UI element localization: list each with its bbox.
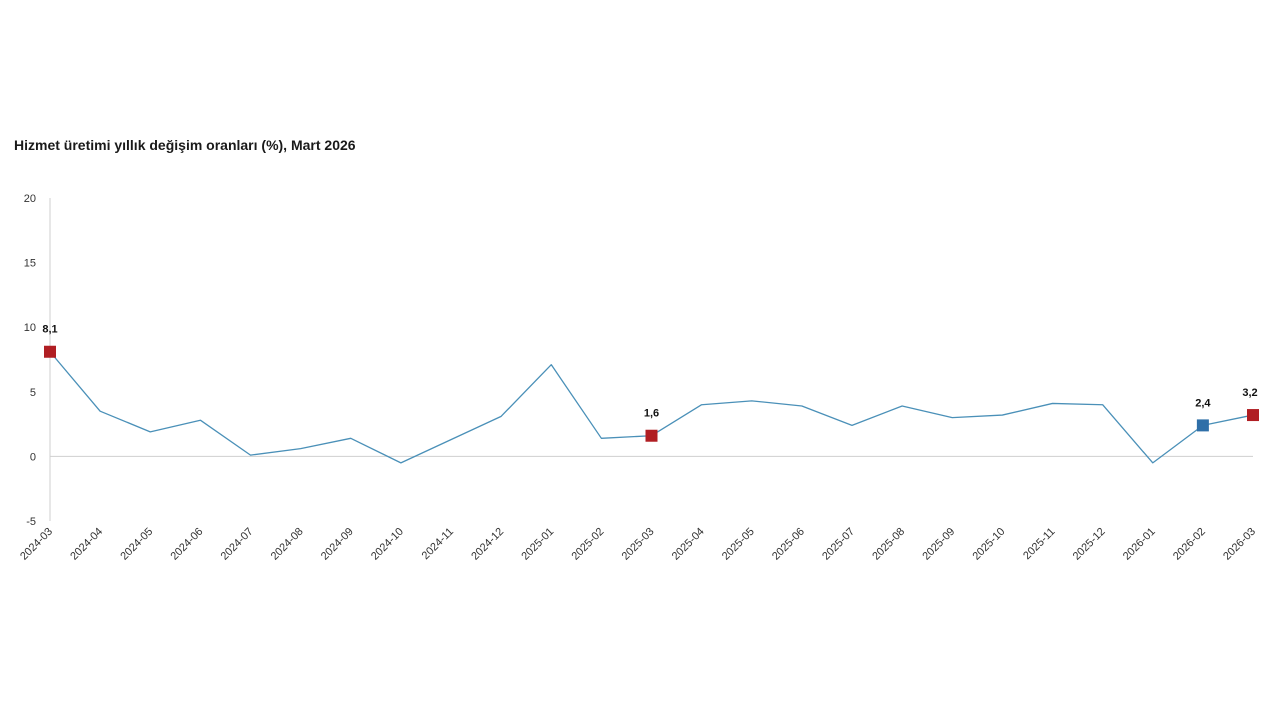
data-label: 1,6 xyxy=(644,408,659,420)
y-tick-label: 0 xyxy=(30,451,36,463)
x-tick-label: 2024-03 xyxy=(18,526,55,563)
x-tick-label: 2026-01 xyxy=(1121,526,1158,563)
data-label: 8,1 xyxy=(42,324,57,336)
y-tick-label: 15 xyxy=(24,258,36,270)
x-tick-label: 2025-09 xyxy=(920,526,957,563)
x-tick-label: 2025-05 xyxy=(720,526,757,563)
x-tick-label: 2025-01 xyxy=(519,526,556,563)
data-label: 3,2 xyxy=(1242,387,1257,399)
highlight-marker xyxy=(1196,419,1209,432)
x-tick-label: 2026-02 xyxy=(1171,526,1208,563)
x-tick-label: 2025-10 xyxy=(970,526,1007,563)
x-tick-label: 2024-09 xyxy=(319,526,356,563)
highlight-marker xyxy=(1247,409,1259,422)
x-tick-label: 2024-06 xyxy=(168,526,205,563)
chart-axes xyxy=(49,198,1253,521)
x-tick-label: 2025-02 xyxy=(569,526,606,563)
y-axis-ticks: 20 15 10 5 0 -5 xyxy=(24,193,36,528)
x-tick-label: 2024-11 xyxy=(420,526,456,562)
x-tick-label: 2025-07 xyxy=(820,526,857,563)
x-tick-label: 2024-10 xyxy=(369,526,406,563)
y-tick-label: -5 xyxy=(26,516,36,528)
y-tick-label: 20 xyxy=(24,193,36,205)
x-tick-label: 2024-12 xyxy=(469,526,506,563)
x-tick-label: 2025-06 xyxy=(770,526,807,563)
x-tick-label: 2024-05 xyxy=(118,526,155,563)
data-label: 2,4 xyxy=(1195,397,1211,409)
chart-title: Hizmet üretimi yıllık değişim oranları (… xyxy=(14,137,356,153)
x-tick-label: 2025-03 xyxy=(620,526,657,563)
x-tick-label: 2024-04 xyxy=(68,526,105,563)
x-tick-label: 2025-04 xyxy=(670,526,707,563)
x-tick-label: 2025-08 xyxy=(870,526,907,563)
x-axis-ticks: 2024-03 2024-04 2024-05 2024-06 2024-07 2024-… xyxy=(18,526,1258,563)
x-tick-label: 2024-08 xyxy=(269,526,306,563)
y-tick-label: 10 xyxy=(24,322,36,334)
highlight-marker xyxy=(44,345,56,358)
y-tick-label: 5 xyxy=(30,387,36,399)
highlight-markers: 8,1 1,6 2,4 3,2 xyxy=(42,324,1259,442)
x-tick-label: 2024-07 xyxy=(219,526,256,563)
highlight-marker xyxy=(645,429,658,442)
x-tick-label: 2026-03 xyxy=(1221,526,1258,563)
x-tick-label: 2025-12 xyxy=(1071,526,1108,563)
x-tick-label: 2025-11 xyxy=(1021,526,1057,562)
